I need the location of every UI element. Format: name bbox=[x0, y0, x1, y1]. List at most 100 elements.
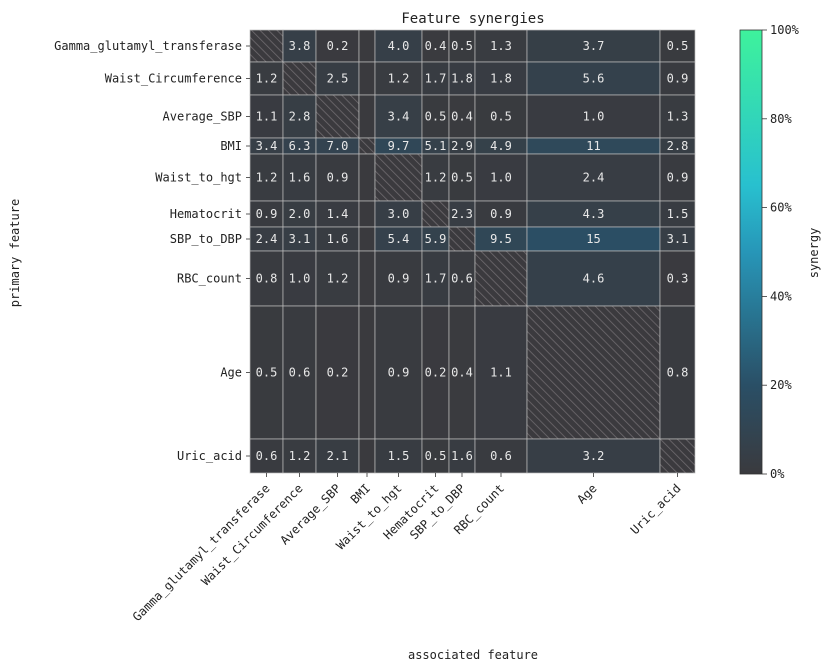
row-label: Hematocrit bbox=[170, 207, 242, 221]
cell-value: 9.7 bbox=[388, 139, 410, 153]
colorbar-tick-label: 100% bbox=[770, 23, 800, 37]
heatmap-cell bbox=[659, 438, 696, 474]
cell-value: 2.4 bbox=[583, 171, 605, 185]
heatmap-cell bbox=[421, 226, 450, 252]
cell-value: 1.2 bbox=[388, 72, 410, 86]
heatmap-cell bbox=[526, 94, 661, 139]
cell-value: 4.6 bbox=[583, 272, 605, 286]
cell-value: 1.6 bbox=[289, 171, 311, 185]
cell-value: 2.0 bbox=[289, 207, 311, 221]
cell-value: 1.2 bbox=[327, 272, 349, 286]
heatmap-cell bbox=[421, 153, 450, 202]
cell-value: 3.4 bbox=[388, 110, 410, 124]
row-label: Waist_to_hgt bbox=[155, 171, 242, 185]
cell-value: 2.4 bbox=[256, 232, 278, 246]
heatmap-cell bbox=[315, 305, 360, 440]
cell-value: 2.8 bbox=[289, 110, 311, 124]
cell-value: 1.8 bbox=[490, 72, 512, 86]
heatmap-cell bbox=[358, 305, 376, 440]
colorbar-tick-label: 80% bbox=[770, 112, 792, 126]
heatmap-cell bbox=[659, 200, 696, 228]
row-label: Age bbox=[220, 366, 242, 380]
colorbar bbox=[739, 29, 763, 475]
x-axis-label: associated feature bbox=[408, 648, 538, 662]
heatmap-cells bbox=[249, 29, 696, 474]
cell-value: 6.3 bbox=[289, 139, 311, 153]
heatmap-cell bbox=[659, 61, 696, 96]
heatmap-cell bbox=[358, 200, 376, 228]
cell-value: 0.6 bbox=[256, 449, 278, 463]
cell-value: 1.3 bbox=[490, 39, 512, 53]
cell-value: 0.6 bbox=[289, 366, 311, 380]
cell-value-labels: 3.8 0.2 4.0 0.4 0.5 1.3 3.7 0.5 1.2 2.5 1.2 1.7 1.8 1… bbox=[256, 39, 689, 463]
cell-value: 1.0 bbox=[583, 110, 605, 124]
cell-value: 1.5 bbox=[667, 207, 689, 221]
heatmap-cell bbox=[421, 305, 450, 440]
heatmap-cell bbox=[282, 94, 317, 139]
cell-value: 0.5 bbox=[256, 366, 278, 380]
cell-value: 0.9 bbox=[327, 171, 349, 185]
row-label: Gamma_glutamyl_transferase bbox=[54, 39, 242, 53]
cell-value: 0.5 bbox=[667, 39, 689, 53]
heatmap-cell bbox=[374, 94, 423, 139]
cell-value: 2.1 bbox=[327, 449, 349, 463]
cell-value: 11 bbox=[586, 139, 600, 153]
cell-value: 0.5 bbox=[451, 39, 473, 53]
cell-value: 1.6 bbox=[327, 232, 349, 246]
cell-value: 0.9 bbox=[388, 272, 410, 286]
cell-value: 0.4 bbox=[425, 39, 447, 53]
cell-value: 0.5 bbox=[425, 110, 447, 124]
heatmap-cell bbox=[315, 153, 360, 202]
cell-value: 3.7 bbox=[583, 39, 605, 53]
cell-value: 3.2 bbox=[583, 449, 605, 463]
cell-value: 4.3 bbox=[583, 207, 605, 221]
heatmap-cell bbox=[282, 250, 317, 307]
cell-value: 0.5 bbox=[425, 449, 447, 463]
cell-value: 1.2 bbox=[289, 449, 311, 463]
y-axis-label: primary feature bbox=[8, 199, 22, 307]
cell-value: 4.9 bbox=[490, 139, 512, 153]
heatmap-cell bbox=[659, 29, 696, 63]
heatmap-cell bbox=[448, 94, 476, 139]
row-label: RBC_count bbox=[177, 272, 242, 286]
heatmap-cell bbox=[474, 153, 528, 202]
cell-value: 1.4 bbox=[327, 207, 349, 221]
heatmap-cell bbox=[474, 29, 528, 63]
heatmap-cell bbox=[474, 226, 528, 252]
cell-value: 1.1 bbox=[256, 110, 278, 124]
chart-title: Feature synergies bbox=[401, 11, 544, 27]
cell-value: 1.2 bbox=[256, 171, 278, 185]
cell-value: 5.9 bbox=[425, 232, 447, 246]
cell-value: 0.5 bbox=[490, 110, 512, 124]
column-labels: Gamma_glutamyl_transferaseWaist_Circumfe… bbox=[130, 473, 684, 624]
heatmap-cell bbox=[448, 250, 476, 307]
cell-value: 0.2 bbox=[327, 39, 349, 53]
heatmap-cell bbox=[358, 438, 376, 474]
heatmap-cell bbox=[421, 94, 450, 139]
heatmap-cell bbox=[315, 438, 360, 474]
cell-value: 0.2 bbox=[425, 366, 447, 380]
cell-value: 0.3 bbox=[667, 272, 689, 286]
cell-value: 0.9 bbox=[667, 72, 689, 86]
heatmap-cell bbox=[374, 29, 423, 63]
heatmap-cell bbox=[659, 153, 696, 202]
column-label: Uric_acid bbox=[628, 481, 684, 537]
cell-value: 3.8 bbox=[289, 39, 311, 53]
cell-value: 0.8 bbox=[667, 366, 689, 380]
row-label: SBP_to_DBP bbox=[170, 232, 242, 246]
heatmap-cell bbox=[358, 137, 376, 155]
heatmap-cell bbox=[474, 94, 528, 139]
cell-value: 1.0 bbox=[289, 272, 311, 286]
colorbar-tick-label: 0% bbox=[770, 467, 785, 481]
cell-value: 5.6 bbox=[583, 72, 605, 86]
heatmap-cell bbox=[315, 29, 360, 63]
heatmap-cell bbox=[474, 305, 528, 440]
heatmap-cell bbox=[374, 153, 423, 202]
cell-value: 4.0 bbox=[388, 39, 410, 53]
cell-value: 0.8 bbox=[256, 272, 278, 286]
heatmap-cell bbox=[358, 61, 376, 96]
cell-value: 2.9 bbox=[451, 139, 473, 153]
row-label: Uric_acid bbox=[177, 449, 242, 463]
cell-value: 7.0 bbox=[327, 139, 349, 153]
